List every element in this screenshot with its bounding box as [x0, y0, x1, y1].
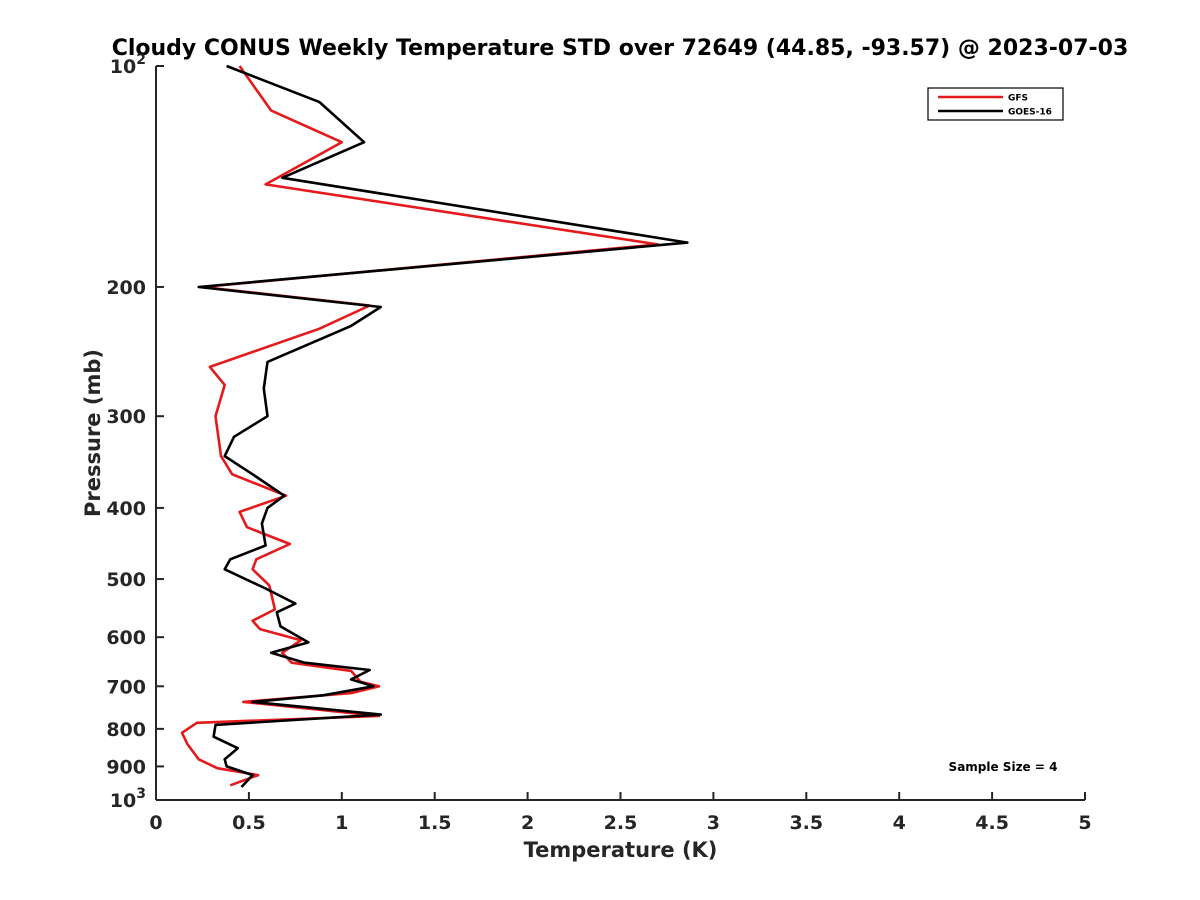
chart-title: Cloudy CONUS Weekly Temperature STD over… [112, 36, 1129, 61]
y-tick-label: 700 [106, 676, 146, 698]
y-tick-label: 900 [106, 756, 146, 778]
y-axis-label: Pressure (mb) [81, 349, 105, 517]
x-tick-label: 4 [893, 812, 906, 834]
x-tick-label: 4.5 [975, 812, 1009, 834]
sample-size-annotation: Sample Size = 4 [949, 760, 1058, 774]
series-line-goes-16 [197, 64, 689, 788]
x-axis-label: Temperature (K) [524, 838, 718, 862]
x-tick-label: 3 [707, 812, 720, 834]
y-tick-label: 400 [106, 498, 146, 520]
x-tick-label: 5 [1078, 812, 1091, 834]
series-line-gfs [180, 65, 660, 787]
y-tick-label: 600 [106, 627, 146, 649]
legend: GFS GOES-16 [927, 87, 1064, 121]
x-tick-label: 0 [149, 812, 162, 834]
legend-label-goes-16: GOES-16 [1008, 108, 1052, 118]
y-tick-label: 800 [106, 719, 146, 741]
x-tick-label: 0.5 [232, 812, 266, 834]
y-tick-label: 200 [106, 277, 146, 299]
x-tick-label: 1.5 [418, 812, 452, 834]
x-tick-label: 3.5 [789, 812, 823, 834]
axes [155, 66, 1085, 801]
legend-label-gfs: GFS [1008, 94, 1028, 104]
x-tick-label: 2.5 [604, 812, 638, 834]
y-tick-label: 500 [106, 569, 146, 591]
x-tick-label: 2 [521, 812, 534, 834]
x-ticks: 0 0.5 1 1.5 2 2.5 3 3.5 4 4.5 5 [149, 792, 1092, 834]
x-tick-label: 1 [335, 812, 348, 834]
y-tick-label: 103 [110, 786, 146, 812]
y-tick-label: 102 [110, 52, 146, 78]
y-ticks: 102 200 300 400 500 600 700 800 900 103 [106, 52, 164, 812]
y-tick-label: 300 [106, 406, 146, 428]
series-group [180, 64, 689, 788]
legend-box [927, 87, 1064, 121]
